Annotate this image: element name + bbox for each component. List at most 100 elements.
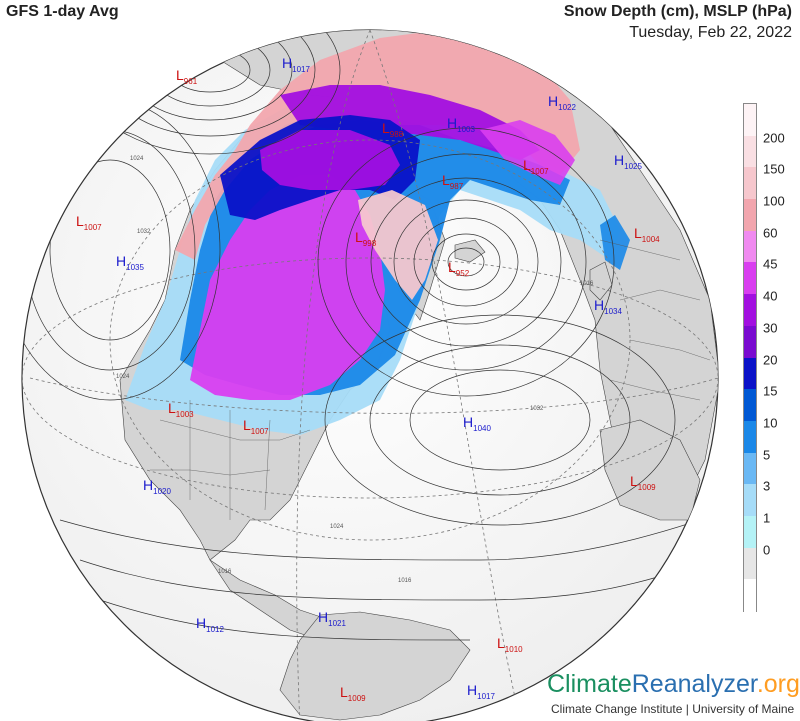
pressure-high: H1012 bbox=[196, 615, 224, 634]
snow-greenland-pink bbox=[358, 190, 438, 300]
legend-label: 100 bbox=[763, 193, 785, 209]
pressure-value: 1020 bbox=[153, 487, 171, 496]
pressure-value: 1034 bbox=[604, 307, 622, 316]
legend-swatch bbox=[744, 199, 756, 232]
pressure-value: 1017 bbox=[292, 65, 310, 74]
pressure-type: H bbox=[447, 115, 457, 131]
pressure-type: L bbox=[523, 157, 531, 173]
pressure-value: 1004 bbox=[642, 235, 660, 244]
brand-logo[interactable]: ClimateReanalyzer.org bbox=[547, 670, 800, 699]
pressure-high: H1034 bbox=[594, 297, 622, 316]
isobar-label: 1032 bbox=[530, 406, 544, 412]
legend-swatch bbox=[744, 515, 756, 549]
legend-label: 150 bbox=[763, 161, 785, 177]
legend-label: 40 bbox=[763, 288, 778, 304]
land-iceland bbox=[454, 239, 486, 263]
isobars bbox=[22, 30, 701, 641]
pressure-value: 1009 bbox=[638, 483, 656, 492]
pressure-type: H bbox=[318, 609, 328, 625]
legend-label: 1 bbox=[763, 510, 771, 526]
pressure-value: 1025 bbox=[624, 162, 642, 171]
isobar-label: 1024 bbox=[116, 374, 130, 380]
legend-swatch bbox=[744, 230, 756, 263]
date-label: Tuesday, Feb 22, 2022 bbox=[629, 24, 792, 41]
pressure-type: H bbox=[614, 152, 624, 168]
legend-swatch bbox=[744, 389, 756, 422]
pressure-value: 1007 bbox=[251, 427, 269, 436]
pressure-low: L998 bbox=[355, 229, 377, 248]
legend-label: 10 bbox=[763, 415, 778, 431]
pressure-low: L1004 bbox=[634, 225, 660, 244]
snow-scandinavia bbox=[480, 120, 575, 185]
pressure-value: 1012 bbox=[206, 625, 224, 634]
variable-title: Snow Depth (cm), MSLP (hPa) bbox=[563, 3, 792, 20]
pressure-type: L bbox=[76, 213, 84, 229]
pressure-value: 1009 bbox=[348, 694, 366, 703]
pressure-low: L988 bbox=[382, 120, 404, 139]
legend-swatch bbox=[744, 294, 756, 327]
pressure-high: H1021 bbox=[318, 609, 346, 628]
legend-label: 3 bbox=[763, 478, 771, 494]
pressure-high: H1035 bbox=[116, 253, 144, 272]
pressure-type: L bbox=[382, 120, 390, 136]
pressure-type: H bbox=[463, 414, 473, 430]
pressure-value: 961 bbox=[184, 77, 198, 86]
snow-alps-blue bbox=[600, 215, 630, 270]
pressure-value: 952 bbox=[456, 269, 470, 278]
pressure-type: H bbox=[196, 615, 206, 631]
legend-swatch bbox=[744, 547, 756, 580]
pressure-high: H1022 bbox=[548, 93, 576, 112]
pressure-type: L bbox=[168, 400, 176, 416]
isobar-label: 1016 bbox=[398, 578, 412, 584]
pressure-high: H1020 bbox=[143, 477, 171, 496]
isobar-label: 1016 bbox=[218, 569, 232, 575]
legend-label: 15 bbox=[763, 383, 778, 399]
pressure-type: H bbox=[467, 682, 477, 698]
pressure-type: H bbox=[548, 93, 558, 109]
legend-swatch bbox=[744, 167, 756, 200]
pressure-low: L987 bbox=[442, 172, 464, 191]
map-title: GFS 1-day Avg bbox=[6, 3, 119, 20]
pressure-value: 1007 bbox=[84, 223, 102, 232]
isobar-label: 1032 bbox=[137, 229, 151, 235]
legend-colorbar bbox=[743, 103, 757, 612]
pressure-high: H1040 bbox=[463, 414, 491, 433]
legend-swatch bbox=[744, 262, 756, 295]
legend-swatch bbox=[744, 452, 756, 485]
snow-pink bbox=[175, 30, 580, 260]
pressure-value: 1003 bbox=[176, 410, 194, 419]
snow-depth-legend: 200 150 100 60 45 40 30 20 15 10 5 3 1 0 bbox=[743, 103, 797, 612]
legend-label: 5 bbox=[763, 447, 771, 463]
pressure-high: H1017 bbox=[467, 682, 495, 701]
isobar-label: 1024 bbox=[130, 156, 144, 162]
pressure-value: 987 bbox=[450, 182, 464, 191]
pressure-type: L bbox=[355, 229, 363, 245]
pressure-type: L bbox=[340, 684, 348, 700]
brand-part: Reanalyzer bbox=[631, 670, 757, 698]
brand-part: Climate bbox=[547, 670, 632, 698]
pressure-value: 1010 bbox=[505, 645, 523, 654]
legend-swatch bbox=[744, 104, 756, 137]
credit-line: Climate Change Institute | University of… bbox=[551, 702, 795, 716]
legend-swatch bbox=[744, 579, 756, 612]
pressure-high: H1025 bbox=[614, 152, 642, 171]
isobar-label: 1016 bbox=[580, 281, 594, 287]
pressure-value: 1022 bbox=[558, 103, 576, 112]
pressure-low: L1009 bbox=[630, 473, 656, 492]
pressure-type: L bbox=[634, 225, 642, 241]
pressure-low: L1007 bbox=[243, 417, 269, 436]
pressure-type: L bbox=[442, 172, 450, 188]
legend-swatch bbox=[744, 484, 756, 517]
pressure-type: H bbox=[282, 55, 292, 71]
snow-magenta bbox=[190, 175, 385, 400]
legend-label: 0 bbox=[763, 542, 771, 558]
pressure-type: H bbox=[594, 297, 604, 313]
land-south-america bbox=[279, 611, 471, 721]
pressure-centers: L961 H1017 L1007 H1035 L988 H1003 L987 L… bbox=[76, 55, 660, 703]
legend-swatch bbox=[744, 325, 756, 358]
legend-swatch bbox=[744, 135, 756, 168]
pressure-value: 1003 bbox=[457, 125, 475, 134]
snow-purple bbox=[280, 85, 540, 160]
pressure-type: L bbox=[448, 259, 456, 275]
pressure-value: 998 bbox=[363, 239, 377, 248]
